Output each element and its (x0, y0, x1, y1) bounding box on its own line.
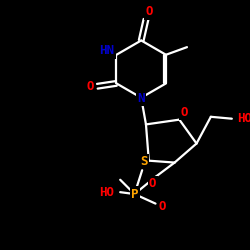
Text: P: P (131, 188, 138, 200)
Text: O: O (87, 80, 94, 93)
Text: HO: HO (237, 112, 250, 125)
Text: O: O (180, 106, 188, 118)
Text: O: O (145, 5, 152, 18)
Text: O: O (149, 177, 156, 190)
Text: HO: HO (99, 186, 114, 199)
Text: S: S (140, 155, 148, 168)
Text: O: O (158, 200, 166, 213)
Text: N: N (138, 92, 145, 105)
Text: HN: HN (99, 44, 114, 58)
